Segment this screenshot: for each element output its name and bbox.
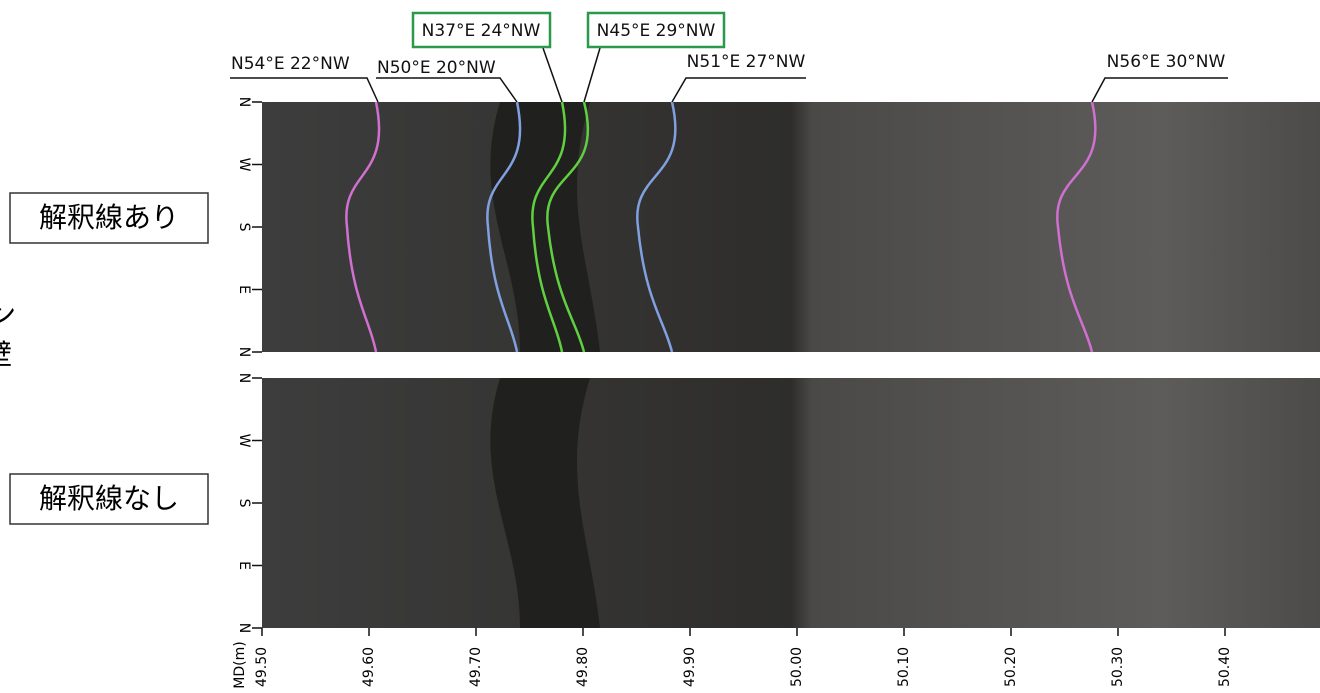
borehole-image-top (262, 102, 1320, 352)
axis-label: MD(m) (232, 641, 248, 688)
fracture-zone (490, 102, 600, 352)
cut-text: 壁 (0, 338, 12, 371)
depth-tick-label: 50.20 (1003, 647, 1019, 687)
direction-label: N (236, 623, 252, 633)
leader (230, 77, 379, 103)
depth-tick-label: 49.80 (575, 647, 591, 687)
depth-tick-label: 49.50 (254, 647, 270, 687)
leader (1091, 77, 1228, 103)
cut-text: ン (0, 298, 16, 331)
direction-label: N (236, 373, 252, 383)
direction-label: N (236, 97, 252, 107)
annotation: N54°E 22°NW (231, 54, 350, 74)
leader (671, 77, 806, 103)
side-label: 解釈線あり (39, 201, 179, 234)
direction-label: W (236, 434, 252, 448)
direction-label: N (236, 347, 252, 357)
annotation: N51°E 27°NW (687, 52, 806, 72)
sinusoids (345, 101, 1097, 353)
leader (583, 47, 601, 103)
depth-tick-label: 50.30 (1110, 647, 1126, 687)
fracture-zone (490, 378, 600, 628)
leaders (230, 47, 1228, 103)
depth-tick-label: 49.60 (361, 647, 377, 687)
direction-label: E (236, 561, 252, 570)
direction-label: S (236, 223, 252, 232)
sinusoid (486, 101, 522, 353)
direction-label: S (236, 499, 252, 508)
annotation: N50°E 20°NW (377, 58, 496, 78)
annotation: N56°E 30°NW (1107, 52, 1226, 72)
depth-tick-label: 49.70 (468, 647, 484, 687)
depth-tick-label: 49.90 (682, 647, 698, 687)
leader (376, 77, 518, 103)
sinusoid (531, 101, 567, 353)
borehole-image-bottom (262, 378, 1320, 628)
depth-tick-label: 50.00 (789, 647, 805, 687)
annotation-box (586, 11, 726, 49)
label-box (9, 192, 209, 244)
leader (542, 47, 563, 103)
depth-tick-label: 50.40 (1217, 647, 1233, 687)
sinusoid (636, 101, 677, 353)
sinusoid (546, 101, 590, 353)
direction-label: W (236, 158, 252, 172)
annotation: N45°E 29°NW (597, 21, 716, 41)
side-label: 解釈線なし (39, 482, 179, 515)
depth-tick-label: 50.10 (896, 647, 912, 687)
annotation-box (411, 11, 552, 49)
sinusoid (345, 101, 381, 353)
direction-label: E (236, 285, 252, 294)
label-box (9, 473, 209, 525)
sinusoid (1056, 101, 1097, 353)
annotation: N37°E 24°NW (422, 21, 541, 41)
